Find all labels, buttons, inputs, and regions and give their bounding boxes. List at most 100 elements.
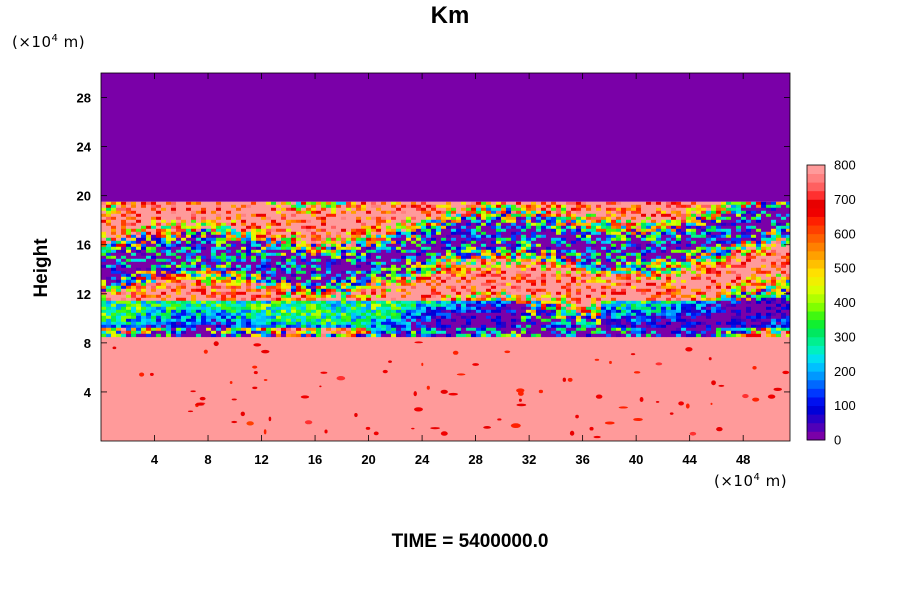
field-cell: [616, 228, 622, 233]
field-cell: [666, 228, 672, 233]
field-cell: [511, 213, 517, 218]
field-cell: [766, 210, 772, 215]
field-cell: [666, 210, 672, 215]
field-cell: [766, 273, 772, 278]
field-cell: [336, 222, 342, 227]
field-cell: [631, 273, 637, 278]
field-cell: [786, 243, 790, 248]
field-cell: [591, 219, 597, 224]
field-cell: [406, 255, 412, 260]
field-cell: [131, 231, 137, 236]
field-cell: [531, 210, 537, 215]
field-cell: [781, 207, 787, 212]
field-cell: [691, 288, 697, 293]
field-cell: [576, 246, 582, 251]
field-cell: [266, 204, 272, 209]
field-cell: [201, 303, 207, 308]
field-cell: [461, 303, 467, 308]
field-cell: [236, 243, 242, 248]
field-cell: [456, 297, 462, 302]
field-cell: [146, 309, 152, 314]
field-cell: [616, 273, 622, 278]
field-cell: [566, 243, 572, 248]
field-cell: [176, 231, 182, 236]
field-cell: [386, 294, 392, 299]
field-cell: [511, 255, 517, 260]
field-cell: [191, 267, 197, 272]
field-cell: [341, 282, 347, 287]
field-cell: [646, 288, 652, 293]
field-cell: [681, 237, 687, 242]
field-cell: [131, 255, 137, 260]
field-cell: [281, 294, 287, 299]
field-cell: [166, 288, 172, 293]
field-cell: [171, 279, 177, 284]
field-cell: [741, 240, 747, 245]
field-cell: [566, 303, 572, 308]
field-cell: [141, 231, 147, 236]
field-cell: [176, 210, 182, 215]
field-cell: [506, 285, 512, 290]
field-cell: [416, 201, 422, 206]
field-cell: [736, 231, 742, 236]
field-cell: [431, 303, 437, 308]
field-cell: [256, 288, 262, 293]
field-cell: [311, 210, 317, 215]
field-cell: [721, 231, 727, 236]
field-cell: [366, 234, 372, 239]
field-cell: [171, 285, 177, 290]
field-cell: [381, 210, 387, 215]
field-cell: [361, 252, 367, 257]
field-cell: [501, 219, 507, 224]
field-cell: [761, 246, 767, 251]
field-cell: [526, 237, 532, 242]
field-cell: [786, 279, 790, 284]
field-cell: [501, 279, 507, 284]
field-cell: [451, 288, 457, 293]
field-cell: [111, 258, 117, 263]
field-cell: [686, 288, 692, 293]
field-cell: [586, 267, 592, 272]
field-cell: [346, 261, 352, 266]
field-cell: [326, 264, 332, 269]
field-cell: [401, 270, 407, 275]
field-cell: [331, 219, 337, 224]
field-cell: [196, 264, 202, 269]
field-cell: [716, 234, 722, 239]
field-cell: [141, 210, 147, 215]
field-cell: [451, 279, 457, 284]
field-cell: [716, 279, 722, 284]
field-cell: [296, 303, 302, 308]
field-cell: [121, 210, 127, 215]
field-cell: [441, 237, 447, 242]
field-cell: [141, 270, 147, 275]
field-cell: [461, 246, 467, 251]
field-cell: [296, 279, 302, 284]
field-cell: [106, 303, 112, 308]
field-cell: [341, 240, 347, 245]
field-cell: [611, 276, 617, 281]
field-cell: [421, 288, 427, 293]
field-cell: [176, 234, 182, 239]
field-cell: [461, 288, 467, 293]
field-cell: [306, 219, 312, 224]
field-cell: [306, 291, 312, 296]
field-cell: [771, 207, 777, 212]
field-cell: [696, 219, 702, 224]
field-cell: [136, 285, 142, 290]
field-cell: [706, 249, 712, 254]
field-cell: [641, 306, 647, 311]
field-cell: [701, 276, 707, 281]
field-cell: [461, 240, 467, 245]
field-cell: [531, 267, 537, 272]
field-cell: [751, 216, 757, 221]
field-cell: [696, 243, 702, 248]
field-cell: [761, 273, 767, 278]
field-cell: [471, 297, 477, 302]
field-cell: [181, 204, 187, 209]
field-cell: [471, 249, 477, 254]
field-cell: [596, 228, 602, 233]
field-cell: [176, 288, 182, 293]
field-cell: [776, 201, 782, 206]
field-cell: [186, 309, 192, 314]
